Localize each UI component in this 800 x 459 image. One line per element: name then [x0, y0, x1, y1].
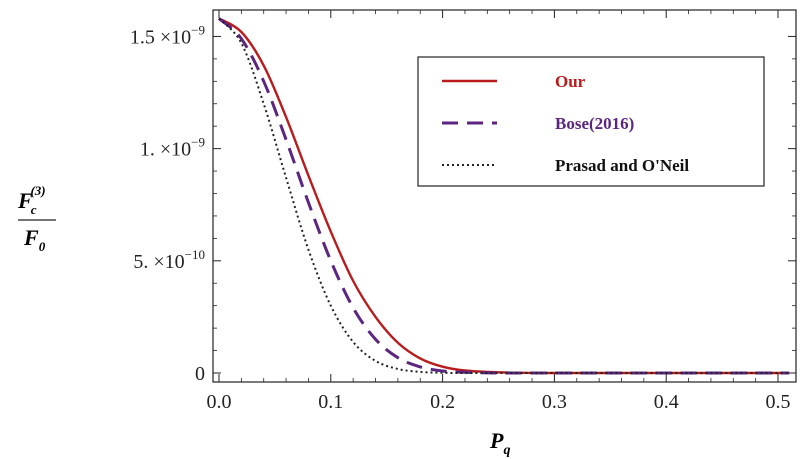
y-label-denominator-sub: 0: [39, 239, 46, 254]
y-label-numerator-sup: (3): [30, 183, 45, 198]
ticks: [213, 10, 796, 382]
x-tick-label: 0.2: [430, 391, 455, 413]
y-tick-label: 1. ×10−9: [140, 135, 205, 161]
y-label-denominator: F0: [23, 225, 46, 254]
legend-prasad-oneil-label: Prasad and O'Neil: [555, 156, 689, 175]
y-tick-label: 1.5 ×10−9: [130, 22, 205, 48]
x-axis-label: Pq: [489, 428, 510, 458]
legend-items: Our Bose(2016) Prasad and O'Neil: [442, 72, 689, 175]
y-tick-label: 0: [195, 363, 205, 385]
y-label-numerator: Fc(3): [17, 183, 46, 217]
y-tick-label: 5. ×10−10: [133, 247, 205, 273]
legend-bose-2016-label: Bose(2016): [555, 114, 634, 133]
x-tick-label: 0.5: [766, 391, 791, 413]
x-tick-label: 0.1: [318, 391, 343, 413]
tick-labels: 0.0 0.1 0.2 0.3 0.4 0.5 1.5 ×10−9 1. ×10−9 5. ×1…: [130, 22, 791, 413]
series-prasad-oneil: [218, 17, 790, 374]
x-tick-label: 0.4: [654, 391, 679, 413]
y-label-numerator-sub: c: [31, 202, 37, 217]
plot-frame: [212, 9, 797, 383]
series-layer: [217, 17, 790, 375]
x-tick-label: 0.0: [207, 391, 232, 413]
x-axis-label-sub: q: [503, 443, 510, 458]
y-axis-label: Fc(3) F0: [17, 183, 56, 254]
x-tick-label: 0.3: [542, 391, 567, 413]
legend-our-label: Our: [555, 72, 586, 91]
legend: Our Bose(2016) Prasad and O'Neil: [417, 56, 765, 187]
